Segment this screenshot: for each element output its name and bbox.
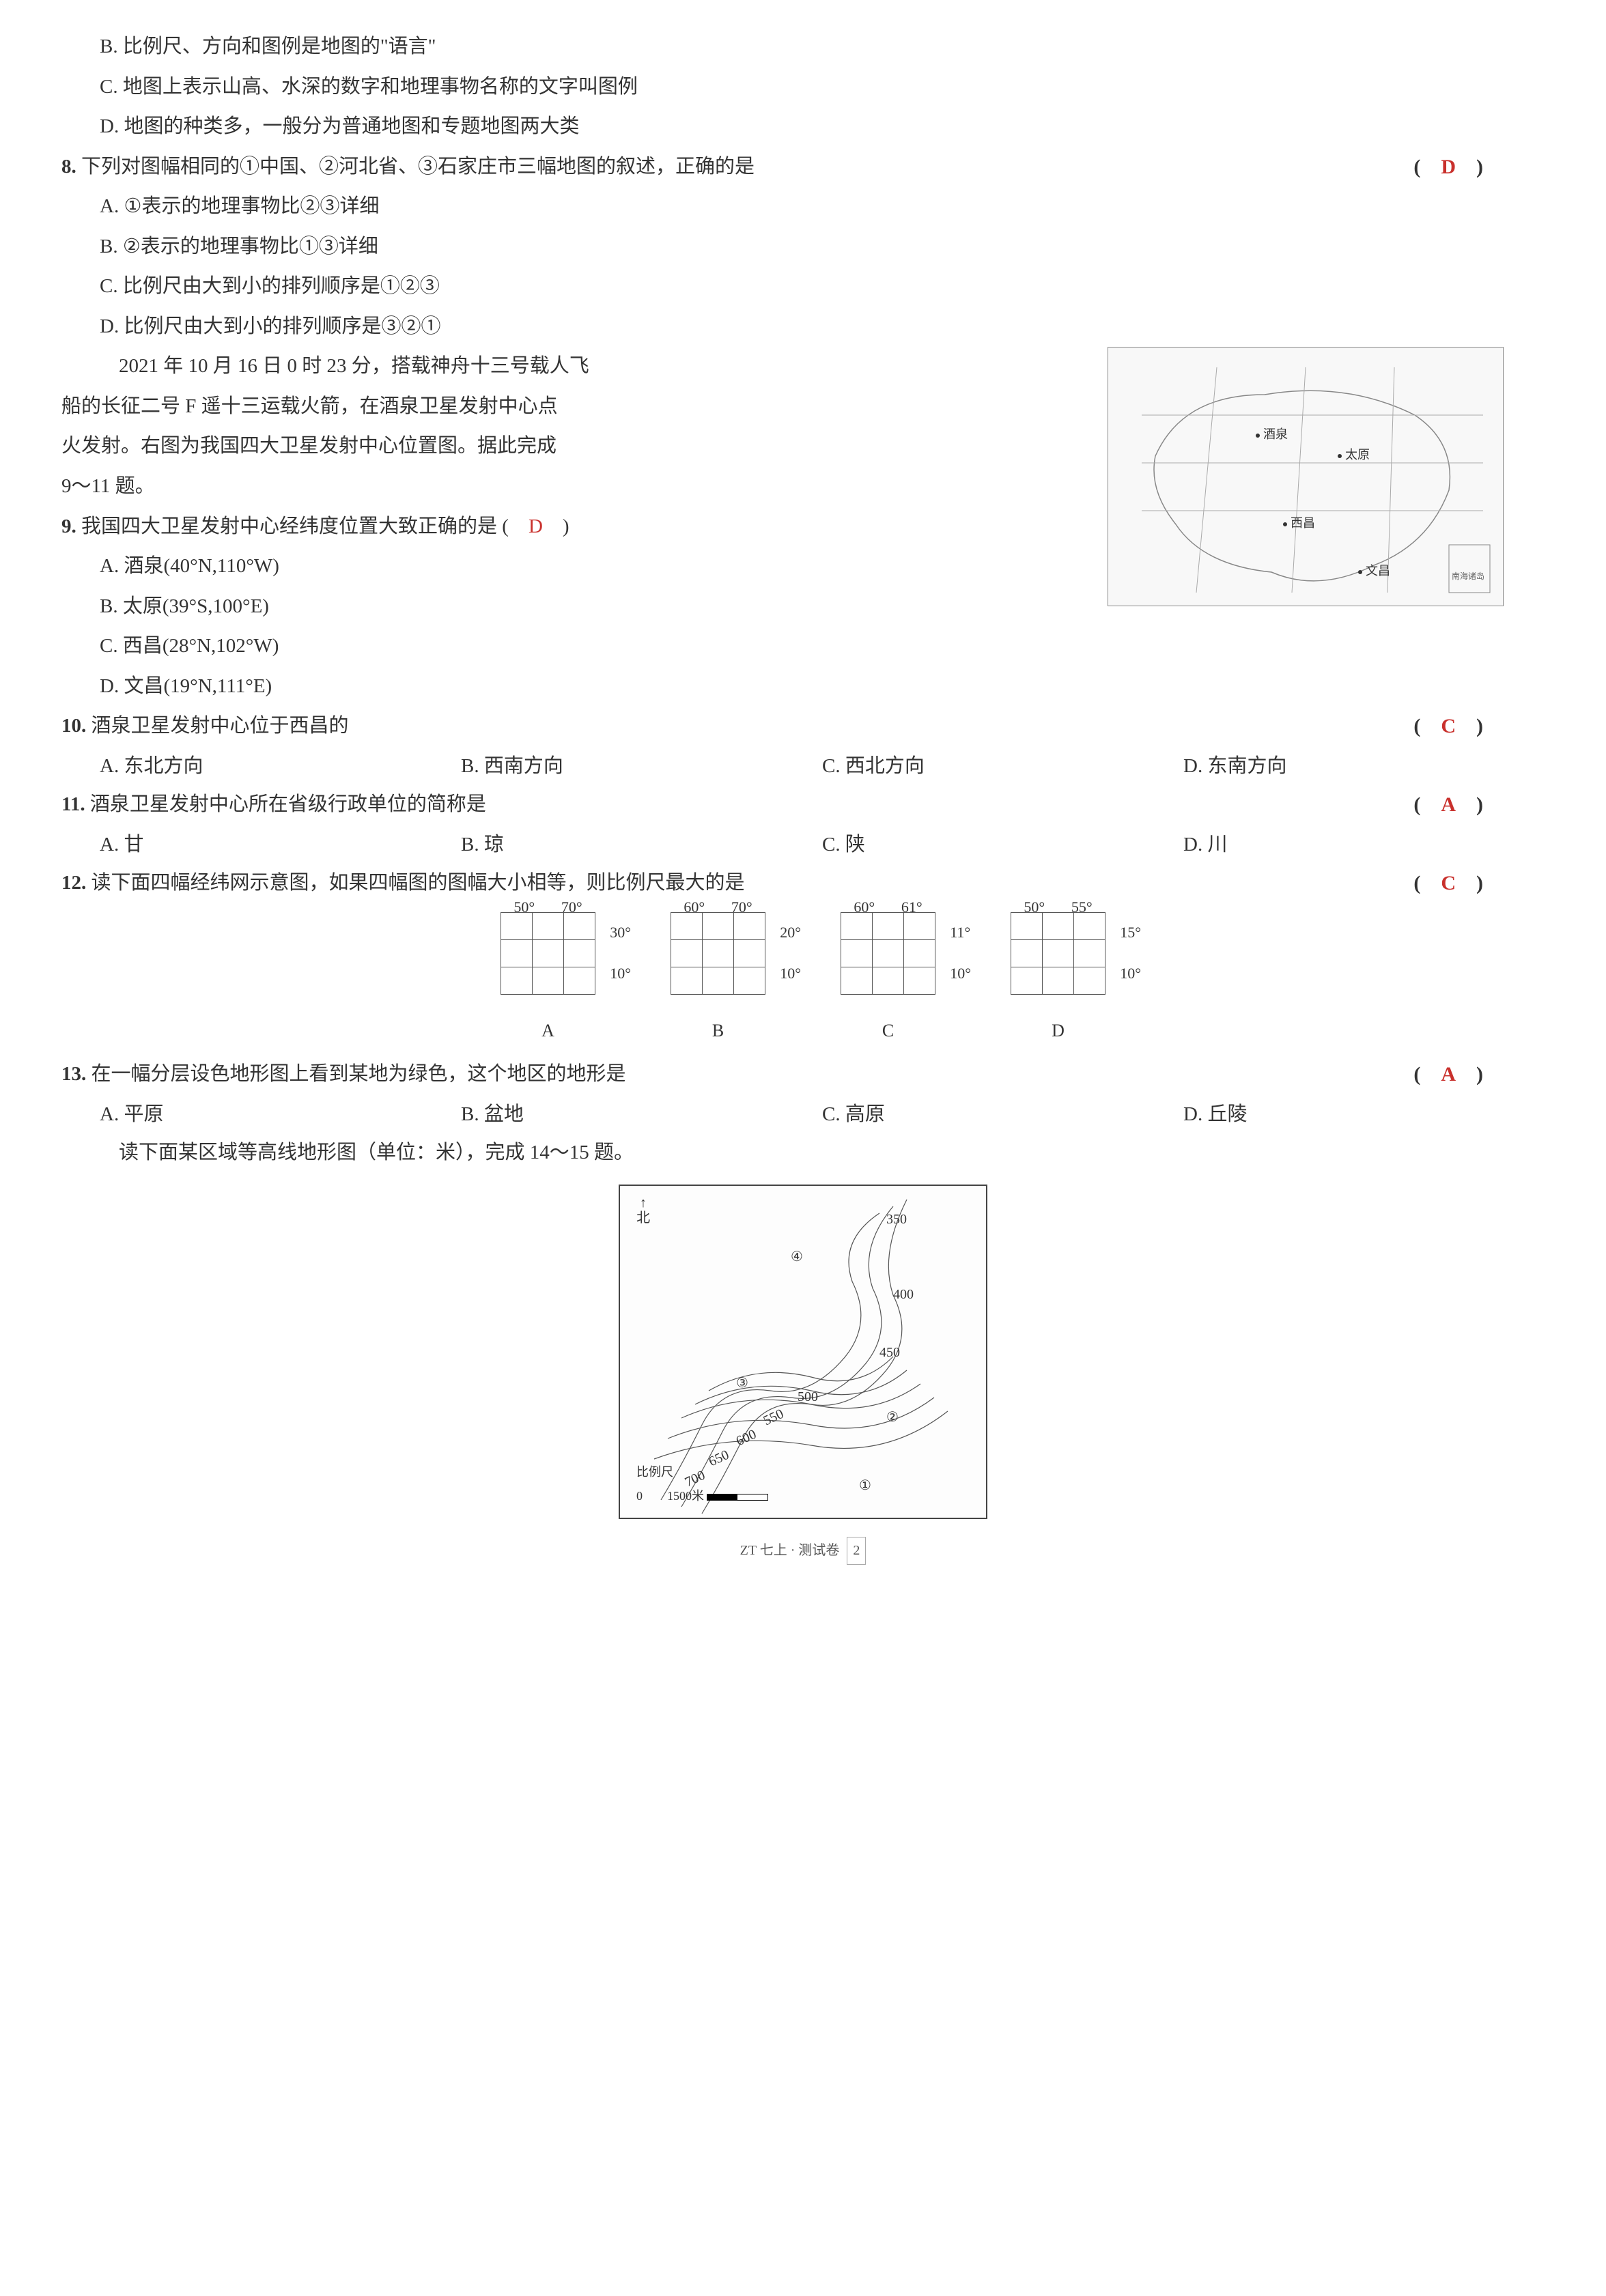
- contour-350: 350: [886, 1206, 907, 1233]
- map-label-nanhai: 南海诸岛: [1452, 571, 1484, 581]
- q11-option-d: D. 川: [1183, 825, 1545, 864]
- q11-option-a: A. 甘: [100, 825, 461, 864]
- q11-stem-line: 11. 酒泉卫星发射中心所在省级行政单位的简称是 ( A ): [61, 785, 1545, 824]
- passage-9-11-l4: 9～11 题。: [61, 467, 1086, 506]
- q13-stem: 在一幅分层设色地形图上看到某地为绿色，这个地区的地形是: [91, 1063, 626, 1085]
- q11-number: 11.: [61, 793, 85, 815]
- q9-option-d: D. 文昌(19°N,111°E): [61, 667, 1545, 706]
- map-label-xichang: 西昌: [1291, 516, 1315, 530]
- q10-answer: ( C ): [1413, 707, 1483, 747]
- footer-page-number: 2: [847, 1537, 866, 1565]
- q11-stem: 酒泉卫星发射中心所在省级行政单位的简称是: [90, 793, 486, 815]
- q13-option-a: A. 平原: [100, 1095, 461, 1134]
- map-label-jiuquan: 酒泉: [1263, 427, 1288, 441]
- contour-map-figure: ↑北 350 400 450 500 550 600 650 700 ① ② ③…: [619, 1185, 987, 1519]
- china-map-svg: 酒泉 太原 西昌 文昌 南海诸岛: [1114, 354, 1497, 599]
- q12-stem: 读下面四幅经纬网示意图，如果四幅图的图幅大小相等，则比例尺最大的是: [91, 872, 745, 894]
- q9-option-c: C. 西昌(28°N,102°W): [61, 627, 1545, 666]
- q12-grids-row: 50°70° 30°10° A 60°70° 20°10° B 60°61° 1…: [61, 912, 1545, 1048]
- map-label-wenchang: 文昌: [1366, 564, 1390, 578]
- q10-block: 10. 酒泉卫星发射中心位于西昌的 ( C ) A. 东北方向 B. 西南方向 …: [61, 707, 1545, 785]
- q13-option-b: B. 盆地: [461, 1095, 822, 1134]
- q8-number: 8.: [61, 156, 76, 178]
- q7-option-b: B. 比例尺、方向和图例是地图的"语言": [61, 27, 1545, 66]
- q9-stem: 我国四大卫星发射中心经纬度位置大致正确的是: [81, 515, 497, 537]
- q8-stem-line: 8. 下列对图幅相同的①中国、②河北省、③石家庄市三幅地图的叙述，正确的是 ( …: [61, 147, 1545, 186]
- passage-9-11-l2: 船的长征二号 F 遥十三运载火箭，在酒泉卫星发射中心点: [61, 387, 1086, 426]
- q13-option-c: C. 高原: [822, 1095, 1183, 1134]
- q11-option-b: B. 琼: [461, 825, 822, 864]
- q9-number: 9.: [61, 515, 76, 537]
- q10-option-d: D. 东南方向: [1183, 747, 1545, 786]
- contour-400: 400: [893, 1281, 914, 1308]
- q12-block: 12. 读下面四幅经纬网示意图，如果四幅图的图幅大小相等，则比例尺最大的是 ( …: [61, 864, 1545, 1048]
- q7-option-d: D. 地图的种类多，一般分为普通地图和专题地图两大类: [61, 107, 1545, 146]
- q10-option-c: C. 西北方向: [822, 747, 1183, 786]
- scale-bar: 比例尺 0 1500米: [636, 1460, 768, 1508]
- q10-stem: 酒泉卫星发射中心位于西昌的: [91, 715, 349, 737]
- q8-option-b: B. ②表示的地理事物比①③详细: [61, 227, 1545, 266]
- q8-stem: 下列对图幅相同的①中国、②河北省、③石家庄市三幅地图的叙述，正确的是: [81, 156, 755, 178]
- contour-450: 450: [879, 1340, 900, 1366]
- point-2: ②: [886, 1404, 899, 1431]
- q10-stem-line: 10. 酒泉卫星发射中心位于西昌的 ( C ): [61, 707, 1545, 746]
- passage-9-11-block: 酒泉 太原 西昌 文昌 南海诸岛 2021 年 10 月 16 日 0 时 23…: [61, 347, 1545, 705]
- q13-block: 13. 在一幅分层设色地形图上看到某地为绿色，这个地区的地形是 ( A ) A.…: [61, 1055, 1545, 1133]
- q12-grid-c-letter: C: [841, 1014, 935, 1049]
- q9-stem-line: 9. 我国四大卫星发射中心经纬度位置大致正确的是 ( D ): [61, 507, 1086, 546]
- q13-answer: ( A ): [1413, 1055, 1483, 1095]
- q12-stem-line: 12. 读下面四幅经纬网示意图，如果四幅图的图幅大小相等，则比例尺最大的是 ( …: [61, 864, 1545, 903]
- contour-500: 500: [798, 1384, 818, 1411]
- map-label-taiyuan: 太原: [1345, 448, 1370, 462]
- q13-option-d: D. 丘陵: [1183, 1095, 1545, 1134]
- passage-9-11-l1: 2021 年 10 月 16 日 0 时 23 分，搭载神舟十三号载人飞: [61, 347, 1086, 386]
- q11-option-c: C. 陕: [822, 825, 1183, 864]
- q8-option-c: C. 比例尺由大到小的排列顺序是①②③: [61, 267, 1545, 306]
- q11-block: 11. 酒泉卫星发射中心所在省级行政单位的简称是 ( A ) A. 甘 B. 琼…: [61, 785, 1545, 864]
- footer-text: ZT 七上 · 测试卷: [740, 1543, 840, 1558]
- q12-grid-a-letter: A: [501, 1014, 595, 1049]
- page-footer: ZT 七上 · 测试卷 2: [61, 1537, 1545, 1565]
- q8-option-d: D. 比例尺由大到小的排列顺序是③②①: [61, 307, 1545, 346]
- point-3: ③: [736, 1370, 748, 1397]
- china-map-figure: 酒泉 太原 西昌 文昌 南海诸岛: [1108, 347, 1504, 606]
- q12-grid-d-letter: D: [1011, 1014, 1105, 1049]
- q10-number: 10.: [61, 715, 86, 737]
- q11-answer: ( A ): [1413, 785, 1483, 825]
- q13-options-row: A. 平原 B. 盆地 C. 高原 D. 丘陵: [61, 1095, 1545, 1134]
- q12-number: 12.: [61, 872, 86, 894]
- q13-stem-line: 13. 在一幅分层设色地形图上看到某地为绿色，这个地区的地形是 ( A ): [61, 1055, 1545, 1094]
- q12-grid-a: 50°70° 30°10° A: [501, 912, 595, 1048]
- q7-option-c: C. 地图上表示山高、水深的数字和地理事物名称的文字叫图例: [61, 68, 1545, 107]
- point-1: ①: [859, 1473, 871, 1499]
- q12-grid-b: 60°70° 20°10° B: [671, 912, 765, 1048]
- q10-option-b: B. 西南方向: [461, 747, 822, 786]
- q12-grid-b-letter: B: [671, 1014, 765, 1049]
- point-4: ④: [791, 1244, 803, 1271]
- q9-answer: ( D ): [502, 515, 569, 537]
- q8-block: 8. 下列对图幅相同的①中国、②河北省、③石家庄市三幅地图的叙述，正确的是 ( …: [61, 147, 1545, 346]
- q11-options-row: A. 甘 B. 琼 C. 陕 D. 川: [61, 825, 1545, 864]
- passage-14-15: 读下面某区域等高线地形图（单位：米），完成 14～15 题。: [61, 1133, 1545, 1172]
- q8-answer: ( D ): [1413, 147, 1483, 188]
- passage-9-11-l3: 火发射。右图为我国四大卫星发射中心位置图。据此完成: [61, 427, 1086, 466]
- q13-number: 13.: [61, 1063, 86, 1085]
- q12-answer: ( C ): [1413, 864, 1483, 904]
- q10-options-row: A. 东北方向 B. 西南方向 C. 西北方向 D. 东南方向: [61, 747, 1545, 786]
- q10-option-a: A. 东北方向: [100, 747, 461, 786]
- q8-option-a: A. ①表示的地理事物比②③详细: [61, 187, 1545, 226]
- q12-grid-d: 50°55° 15°10° D: [1011, 912, 1105, 1048]
- q12-grid-c: 60°61° 11°10° C: [841, 912, 935, 1048]
